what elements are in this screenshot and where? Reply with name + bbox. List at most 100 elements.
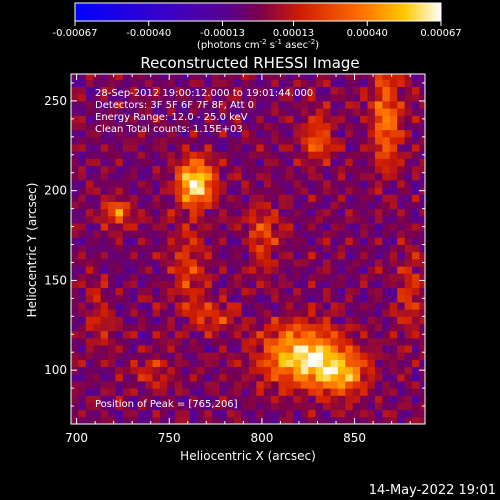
heatmap-cell [122,194,131,202]
heatmap-cell [115,273,124,281]
heatmap-cell [85,115,94,123]
heatmap-cell [182,86,191,95]
heatmap-cell [241,165,250,174]
heatmap-cell [374,222,383,231]
heatmap-cell [204,237,213,246]
heatmap-cell [108,115,116,123]
heatmap-cell [308,402,317,411]
heatmap-cell [152,100,161,109]
heatmap-cell [278,151,287,159]
heatmap-cell [285,158,294,167]
heatmap-cell [300,194,309,202]
heatmap-cell [374,301,383,310]
heatmap-cell [248,294,257,303]
heatmap-cell [197,402,205,411]
heatmap-cell [145,144,154,152]
heatmap-cell [389,129,398,138]
heatmap-cell [100,301,109,310]
heatmap-cell [130,222,139,231]
heatmap-cell [330,244,339,253]
heatmap-cell [315,230,324,238]
heatmap-cell [263,108,272,116]
heatmap-cell [93,294,102,303]
heatmap-cell [226,366,235,375]
heatmap-cell [211,172,220,181]
heatmap-cell [308,273,317,281]
heatmap-cell [300,337,309,346]
heatmap-cell [263,266,272,274]
heatmap-cell [115,74,124,80]
heatmap-cell [345,388,354,396]
heatmap-cell [137,273,146,281]
heatmap-cell [374,359,383,368]
heatmap-cell [145,330,154,339]
heatmap-cell [115,187,124,195]
heatmap-cell [100,208,109,217]
heatmap-cell [271,395,280,403]
heatmap-cell [293,100,302,109]
heatmap-cell [315,187,324,195]
heatmap-cell [71,222,79,231]
heatmap-cell [412,395,420,403]
heatmap-cell [100,273,109,281]
heatmap-cell [389,330,398,339]
heatmap-cell [248,251,257,260]
heatmap-cell [108,187,116,195]
heatmap-cell [115,323,124,332]
heatmap-cell [285,201,294,210]
heatmap-cell [130,273,139,281]
heatmap-cell [152,251,161,260]
heatmap-cell [167,108,176,116]
heatmap-cell [315,244,324,253]
heatmap-cell [271,316,280,324]
heatmap-cell [219,74,228,80]
heatmap-cell [315,151,324,159]
heatmap-cell [219,359,228,368]
heatmap-cell [100,215,109,224]
heatmap-cell [189,395,198,403]
heatmap-cell [352,237,361,246]
heatmap-cell [167,373,176,382]
heatmap-cell [271,388,280,396]
heatmap-cell [100,115,109,123]
heatmap-cell [145,74,154,80]
heatmap-cell [330,359,339,368]
colorbar-frame [74,2,442,22]
heatmap-cell [285,136,294,145]
heatmap-cell [397,273,406,281]
heatmap-cell [130,301,139,310]
heatmap-cell [78,366,87,375]
heatmap-cell [204,215,213,224]
heatmap-cell [330,416,339,424]
heatmap-cell [167,165,176,174]
heatmap-cell [85,251,94,260]
heatmap-cell [278,244,287,253]
heatmap-cell [263,359,272,368]
heatmap-cell [234,323,243,332]
heatmap-cell [130,251,139,260]
heatmap-cell [122,244,131,253]
heatmap-cell [382,100,391,109]
heatmap-cell [234,316,243,324]
heatmap-cell [130,345,139,353]
heatmap-cell [137,402,146,411]
heatmap-cell [382,151,391,159]
heatmap-cell [234,287,243,296]
heatmap-cell [263,294,272,303]
heatmap-cell [404,129,413,138]
heatmap-cell [404,201,413,210]
heatmap-cell [78,79,87,88]
heatmap-cell [345,208,354,217]
heatmap-cell [100,395,109,403]
heatmap-cell [285,409,294,418]
heatmap-cell [412,402,420,411]
heatmap-cell [85,309,94,317]
heatmap-cell [278,402,287,411]
heatmap-cell [352,194,361,202]
heatmap-cell [374,215,383,224]
heatmap-cell [145,230,154,238]
heatmap-cell [137,323,146,332]
heatmap-cell [145,366,154,375]
heatmap-cell [293,158,302,167]
heatmap-cell [345,86,354,95]
